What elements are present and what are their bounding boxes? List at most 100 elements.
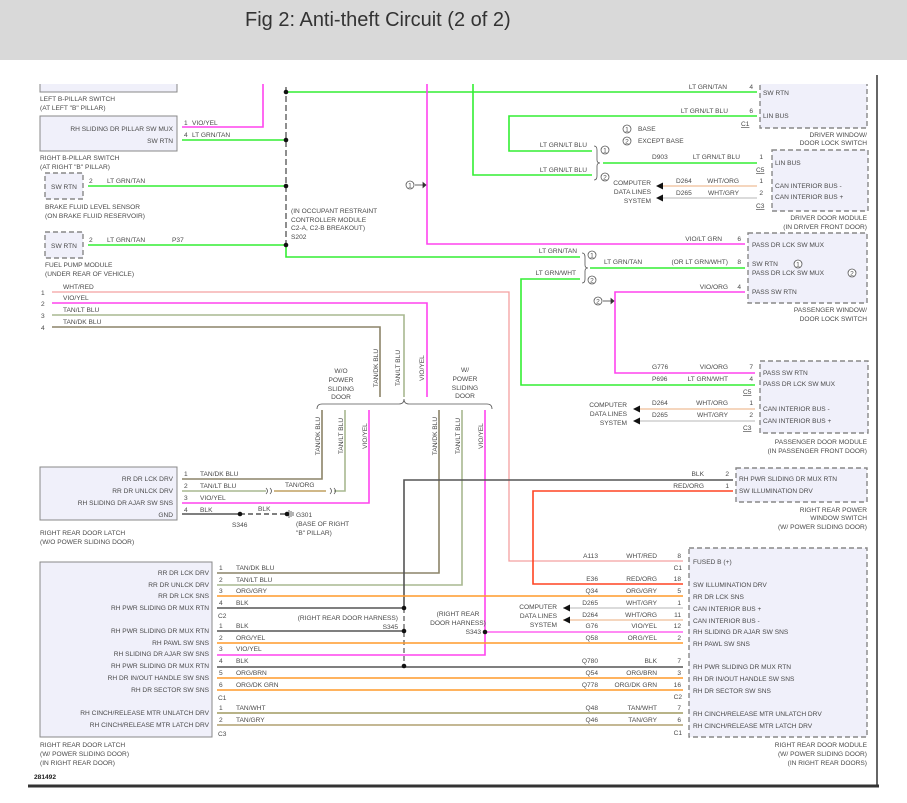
pin-label: RH CINCH/RELEASE MTR LATCH DRV [693,723,813,730]
pin-number: 4 [219,600,223,607]
component-name: BRAKE FLUID LEVEL SENSOR [45,204,140,211]
inline-connector-icon [265,487,336,495]
wire-color: ORG/BRN [626,670,657,677]
wire-color: LT GRN/WHT [688,376,728,383]
wire-color: BLK [236,600,249,607]
pin-number: 1 [725,483,729,490]
ground-location: (BASE OF RIGHT [296,521,349,528]
component-name: (IN RIGHT REAR DOORS) [788,760,867,767]
computer-data-lines-ref: COMPUTER [613,180,651,187]
circuit-id: D265 [676,190,692,197]
wire-color: BLK [692,471,705,478]
pin-label: SW RTN [51,184,77,191]
pin-label: PASS DR LCK SW MUX [763,381,836,388]
harness-note: (RIGHT REAR DOOR HARNESS) [298,615,398,622]
wire-lt-grn-lt-blu [508,115,757,152]
pin-number: 8 [677,553,681,560]
circuit-id: D903 [652,154,668,161]
connector-id: C5 [756,167,765,174]
component-name: (IN DRIVER FRONT DOOR) [783,224,867,231]
splice-id: S346 [232,522,248,529]
wire-color: BLK [258,506,271,513]
right-rear-door-latch-w-power [39,561,213,738]
pin-label: RH SLIDING DR AJAR SW SNS [693,629,789,636]
pin-label: CAN INTERIOR BUS + [763,418,831,425]
circuit-id: Q48 [586,705,599,712]
wire-tan-lt-blu [217,410,463,586]
option-mark-circle [847,268,857,278]
connector-id: C1 [674,565,683,572]
wire-color: BLK [200,507,213,514]
circuit-id: E36 [586,576,598,583]
wire-color-vertical: VIO/YEL [419,355,426,381]
pin-label: RH SLIDING DR AJAR SW SNS [114,651,210,658]
ground-id: G301 [296,512,312,519]
pin-label: RR DR UNLCK DRV [148,582,209,589]
brake-fluid-level-sensor [44,172,84,200]
arrow-left-icon [563,616,570,624]
pin-label: RH DR SECTOR SW SNS [693,688,772,695]
wire-vio-yel [182,84,264,128]
pin-label: RH DR IN/OUT HANDLE SW SNS [108,675,210,682]
component-name: RIGHT REAR POWER [800,507,868,514]
pin-number: 3 [184,495,188,502]
labels-layer: LEFT B-PILLAR SWITCH (AT LEFT "B" PILLAR)… [34,84,868,781]
wire-color: LT GRN/LT BLU [540,167,587,174]
wire-color: TAN/ORG [285,482,315,489]
pin-number: 7 [749,364,753,371]
arrow-right-icon [603,297,615,305]
arrow-left-icon [656,194,663,202]
bus-number: 2 [41,301,45,308]
connector-id: C1 [741,121,750,128]
wire-vio-yel [52,302,428,397]
pin-label: RR DR LCK DRV [158,570,210,577]
option-mark-number: 2 [596,298,600,305]
pin-number: 16 [674,682,682,689]
wire-color-vertical: TAN/LT BLU [395,350,402,387]
splice-dot [283,137,289,143]
pin-number: 3 [219,588,223,595]
wire-color: ORG/GRY [626,588,658,595]
pin-number: 2 [219,577,223,584]
wire-color: LT GRN/LT BLU [540,142,587,149]
wire-color-vertical: VIO/YEL [478,423,485,449]
connector-id: C3 [756,203,765,210]
splice-note: (IN OCCUPANT RESTRAINT [291,208,377,215]
pin-label: LIN BUS [775,160,801,167]
pin-number: 18 [674,576,682,583]
pin-label: SW RTN [763,90,789,97]
wire-color: LT GRN/TAN [107,237,145,244]
pin-number: 2 [677,635,681,642]
circuit-id: P696 [652,376,668,383]
circuit-id: D264 [582,612,598,619]
component-name: RIGHT REAR DOOR LATCH [40,530,125,537]
wire-lt-grn-tan [285,245,580,258]
pin-label: RR DR UNLCK DRV [112,488,173,495]
pin-label: RR DR LCK SNS [693,594,745,601]
splice-note: CONTROLLER MODULE [291,217,367,224]
splice-id: S345 [383,624,399,631]
option-mark-circle [600,145,610,155]
wire-tan-lt-blu [52,314,405,397]
pin-number: 4 [749,84,753,91]
computer-data-lines-ref: COMPUTER [589,402,627,409]
wire-color: LT GRN/TAN [192,132,230,139]
pin-number: 2 [184,483,188,490]
pin-label: LIN BUS [763,113,789,120]
wire-color: VIO/YEL [236,646,262,653]
wire-color: ORG/YEL [236,635,266,642]
connector-id: C2 [218,613,227,620]
wire-tan-lt-blu [334,410,346,492]
splice-dot [237,511,243,517]
wire-color-vertical: TAN/DK BLU [432,417,439,456]
wire-color-vertical: TAN/DK BLU [315,417,322,456]
pin-label: CAN INTERIOR BUS - [763,406,830,413]
component-name: PASSENGER DOOR MODULE [775,439,868,446]
wire-color: LT GRN/LT BLU [681,108,728,115]
wire-color: TAN/GRY [628,717,657,724]
splice-dot [401,663,407,669]
circuit-id: Q778 [582,682,598,689]
pin-number: 2 [219,717,223,724]
variant-bracket [316,398,493,410]
wire-color: LT GRN/TAN [604,259,642,266]
